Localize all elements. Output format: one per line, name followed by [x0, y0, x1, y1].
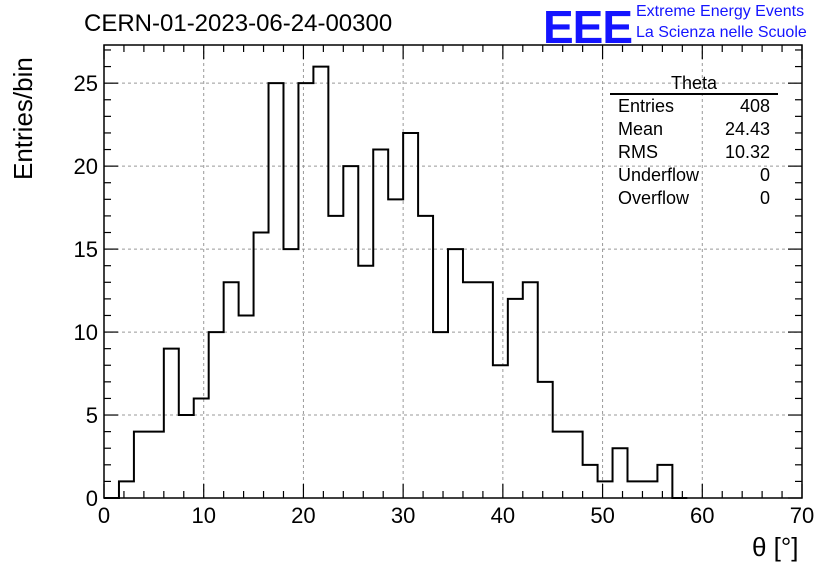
stats-value: 10.32 — [724, 142, 770, 162]
histogram-bin — [642, 481, 657, 498]
histogram-bin — [373, 150, 388, 498]
histogram-bin — [568, 432, 583, 498]
stats-label: Underflow — [618, 165, 700, 185]
stats-title: Theta — [610, 73, 778, 95]
stats-row-underflow: Underflow 0 — [610, 164, 778, 187]
histogram-bin — [283, 249, 298, 498]
histogram-bin — [478, 282, 493, 498]
logo-line-2: La Scienza nelle Scuole — [636, 24, 807, 41]
histogram-bin — [239, 315, 254, 498]
histogram-bin — [403, 133, 418, 498]
x-tick-label: 30 — [391, 503, 415, 528]
histogram-bin — [134, 432, 149, 498]
histogram-bin — [388, 199, 403, 498]
x-tick-label: 50 — [590, 503, 614, 528]
y-axis-label: Entries/bin — [8, 57, 38, 180]
histogram-bin — [358, 266, 373, 498]
histogram-bin — [164, 349, 179, 498]
stats-value: 0 — [759, 165, 770, 185]
histogram-bin — [119, 481, 134, 498]
stats-label: RMS — [618, 142, 658, 162]
y-tick-label: 5 — [86, 403, 98, 428]
histogram-bin — [657, 465, 672, 498]
histogram-bin — [598, 481, 613, 498]
histogram-bin — [523, 282, 538, 498]
histogram-bin — [418, 216, 433, 498]
x-tick-label: 40 — [491, 503, 515, 528]
y-tick-label: 20 — [74, 154, 98, 179]
stats-label: Mean — [618, 119, 664, 139]
eee-logo: EEE — [543, 1, 633, 53]
chart-title: CERN-01-2023-06-24-00300 — [84, 10, 393, 37]
histogram-bin — [328, 216, 343, 498]
histogram-bin — [194, 398, 209, 498]
histogram-bin — [493, 365, 508, 498]
x-tick-label: 10 — [191, 503, 215, 528]
histogram-bin — [553, 432, 568, 498]
stats-label: Overflow — [618, 188, 690, 208]
stats-value: 24.43 — [724, 119, 770, 139]
histogram-line — [104, 65, 688, 499]
histogram-bin — [313, 67, 328, 498]
histogram-bin — [149, 432, 164, 498]
histogram-bin — [269, 83, 284, 498]
x-tick-label: 60 — [690, 503, 714, 528]
x-tick-label: 70 — [790, 503, 814, 528]
histogram-bin — [224, 282, 239, 498]
y-tick-label: 10 — [74, 320, 98, 345]
x-tick-label: 20 — [291, 503, 315, 528]
stats-row-overflow: Overflow 0 — [610, 187, 778, 210]
stats-box: Theta Entries 408 Mean 24.43 RMS 10.32 U… — [610, 73, 778, 210]
y-tick-label: 0 — [86, 486, 98, 511]
histogram-bin — [628, 481, 643, 498]
histogram-bin — [298, 83, 313, 498]
x-tick-label: 0 — [98, 503, 110, 528]
histogram-bin — [613, 448, 628, 498]
stats-row-rms: RMS 10.32 — [610, 141, 778, 164]
histogram-bin — [254, 233, 269, 498]
stats-row-entries: Entries 408 — [610, 95, 778, 118]
y-tick-label: 25 — [74, 71, 98, 96]
x-axis-label: θ [°] — [752, 532, 799, 562]
y-tick-label: 15 — [74, 237, 98, 262]
logo-line-1: Extreme Energy Events — [636, 3, 805, 20]
histogram-bin — [179, 415, 194, 498]
stats-value: 0 — [759, 188, 770, 208]
histogram-bin — [463, 282, 478, 498]
histogram-bin — [209, 332, 224, 498]
histogram-bin — [538, 382, 553, 498]
plot-frame — [103, 44, 803, 499]
histogram-bin — [508, 299, 523, 498]
histogram-bin — [583, 465, 598, 498]
stats-value: 408 — [739, 96, 770, 116]
stats-row-mean: Mean 24.43 — [610, 118, 778, 141]
histogram-bin — [448, 249, 463, 498]
stats-label: Entries — [618, 96, 675, 116]
